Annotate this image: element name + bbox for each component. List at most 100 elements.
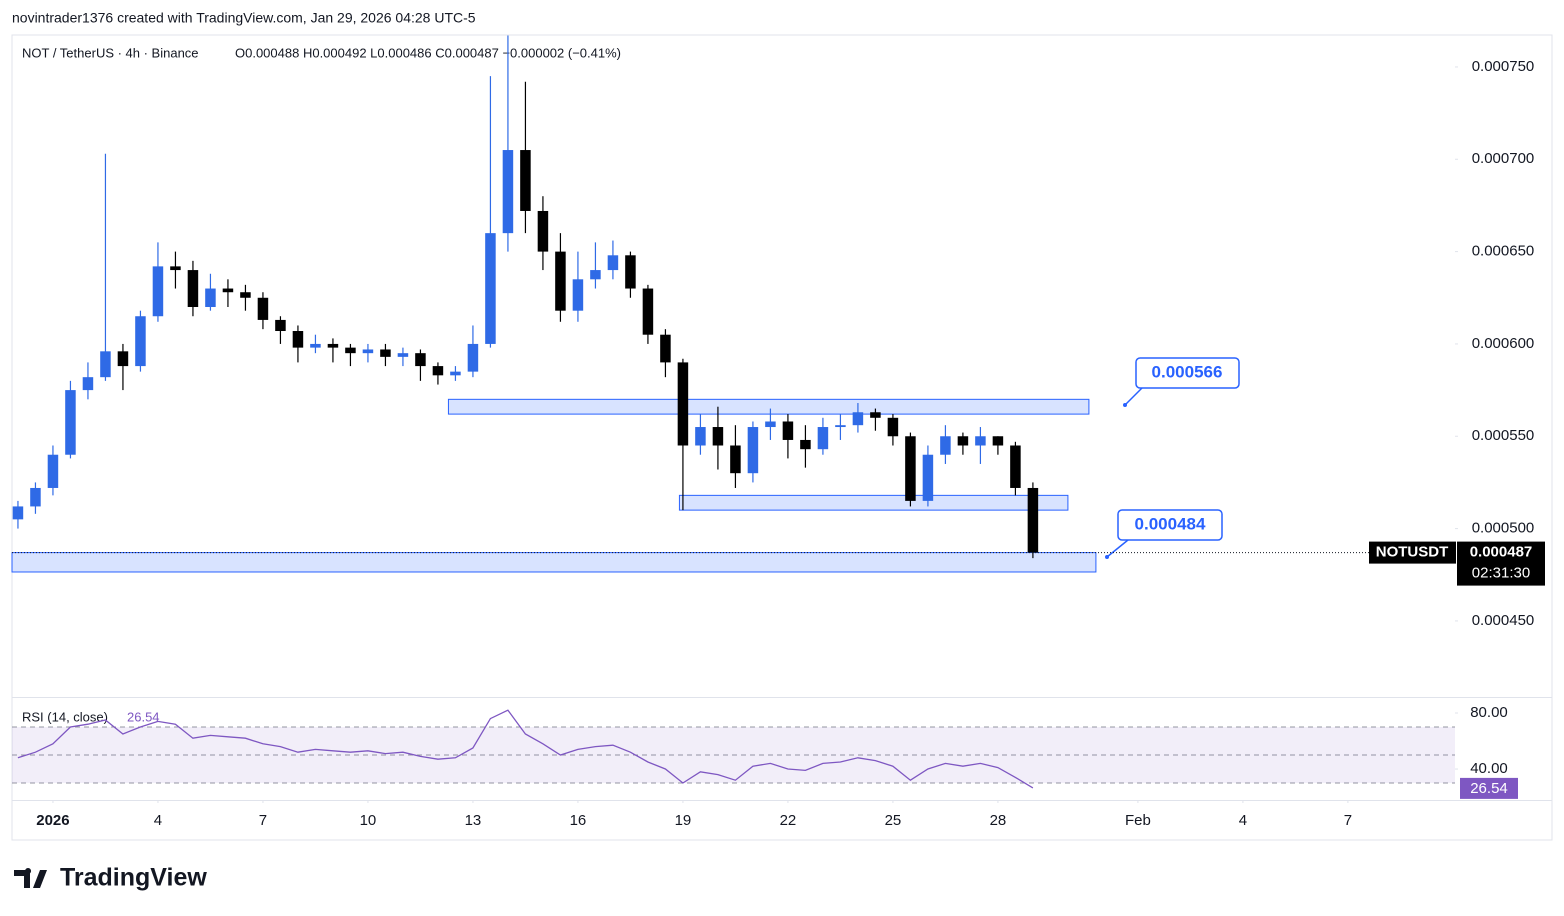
candle-body: [502, 150, 514, 234]
candle-body: [362, 349, 374, 354]
frame: [11, 34, 1553, 841]
candle: [940, 425, 951, 464]
candle-body: [30, 487, 41, 507]
candle: [852, 403, 864, 433]
candle: [380, 343, 391, 367]
candle: [922, 445, 934, 507]
candle-body: [835, 425, 846, 428]
candle: [607, 240, 619, 280]
x-tick-label: Feb: [1125, 812, 1151, 829]
candle-body: [957, 436, 969, 446]
candle: [82, 362, 94, 400]
callout-pointer: [1106, 539, 1129, 558]
candle: [572, 251, 584, 322]
x-tick-label: 4: [154, 812, 162, 829]
candle-body: [1010, 445, 1021, 488]
candle: [135, 310, 146, 372]
candle: [817, 417, 829, 455]
candle-body: [607, 255, 619, 271]
candle-body: [222, 288, 234, 293]
candle-body: [975, 436, 986, 446]
candle: [905, 432, 916, 507]
candle-body: [117, 351, 129, 367]
candle: [537, 196, 549, 271]
candle: [117, 343, 129, 391]
candle: [362, 343, 374, 363]
candle-body: [555, 251, 566, 311]
callout: 0.000484: [1105, 509, 1223, 559]
x-tick-label: 28: [990, 812, 1007, 829]
candle-body: [292, 331, 304, 348]
candle: [782, 414, 794, 459]
candle-body: [467, 343, 479, 372]
logo: TradingView: [14, 864, 207, 892]
rsi-tick-label: 40.00: [1470, 760, 1508, 777]
candle: [432, 362, 444, 385]
candle: [275, 316, 286, 344]
candle-body: [170, 266, 181, 271]
candle: [100, 153, 111, 381]
callout-text: 0.000566: [1152, 362, 1223, 381]
y-tick-label: 0.000550: [1472, 427, 1535, 444]
candle: [800, 425, 811, 468]
candle-body: [695, 427, 706, 446]
candle-body: [940, 436, 951, 455]
candle-body: [800, 439, 811, 450]
candle-body: [135, 316, 146, 367]
callout-box: [1117, 509, 1223, 541]
candle: [712, 406, 724, 470]
rsi-tag: [1460, 777, 1518, 799]
candle: [625, 251, 636, 298]
candle: [485, 76, 496, 348]
candle-body: [922, 454, 934, 501]
candle-body: [625, 255, 636, 289]
callout-dot: [1105, 555, 1109, 559]
price-tag: [1457, 541, 1545, 586]
candle-body: [677, 362, 689, 446]
callout-dot: [1123, 403, 1127, 407]
candle: [415, 349, 426, 381]
candle-body: [345, 347, 356, 354]
candle-body: [537, 210, 549, 252]
x-tick-label: 13: [465, 812, 482, 829]
ohlc-legend: O0.000488 H0.000492 L0.000486 C0.000487 …: [235, 45, 621, 60]
candle: [310, 334, 321, 354]
callout-box: [1135, 357, 1240, 389]
candle-body: [520, 150, 531, 211]
candle: [1027, 482, 1039, 559]
candle-body: [712, 427, 724, 446]
candle-body: [152, 266, 164, 317]
x-tick-label: 16: [570, 812, 587, 829]
candle-body: [397, 353, 409, 357]
brand: TradingView: [60, 864, 207, 892]
candle: [660, 329, 671, 378]
candle-body: [765, 421, 776, 428]
ticker: NOTUSDT: [1376, 544, 1449, 561]
candle: [152, 242, 164, 322]
candle-body: [100, 351, 111, 378]
x-tick-label: 25: [885, 812, 902, 829]
candle-body: [47, 454, 59, 488]
candle: [30, 482, 41, 514]
candle-body: [415, 353, 426, 367]
candle: [257, 292, 269, 330]
y-tick-label: 0.000700: [1472, 150, 1535, 167]
candle-body: [572, 279, 584, 311]
candle: [975, 427, 986, 464]
candle-body: [747, 427, 759, 474]
candle-body: [817, 427, 829, 450]
candle: [835, 414, 846, 440]
candle-body: [310, 343, 321, 348]
candle: [992, 436, 1004, 455]
candle: [222, 279, 234, 308]
candle-body: [590, 270, 601, 280]
candle: [730, 425, 741, 488]
candle-body: [380, 349, 391, 357]
candle-body: [870, 412, 881, 418]
candle-body: [327, 343, 339, 348]
candle: [65, 380, 76, 459]
candle-body: [905, 436, 916, 501]
rsi-line: [17, 709, 1034, 789]
candle: [170, 251, 181, 289]
